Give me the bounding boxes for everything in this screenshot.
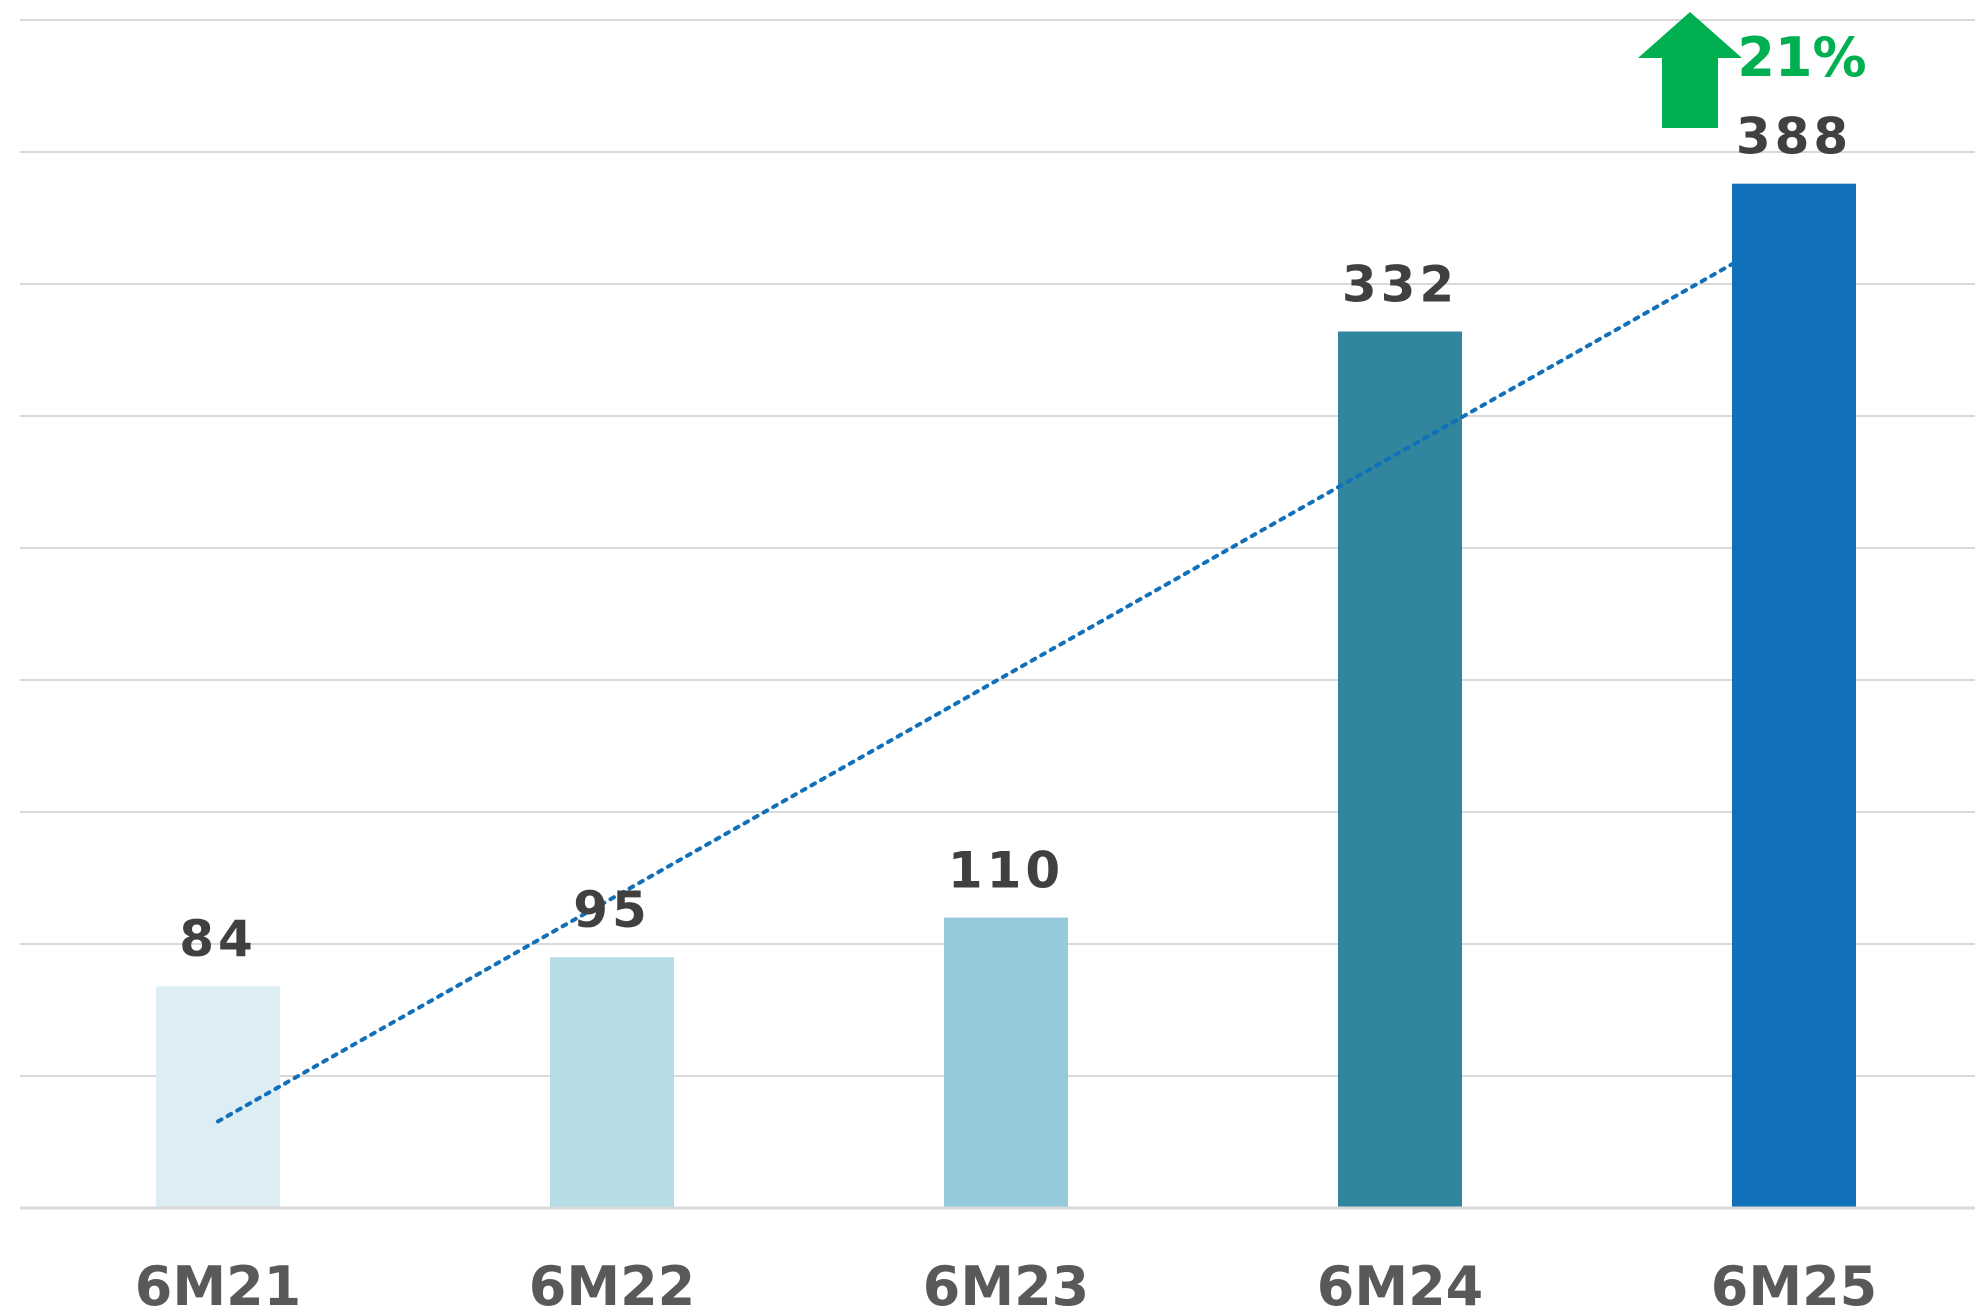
data-labels: 84 95 110 332 388 (179, 108, 1852, 969)
growth-annotation: 21% (1638, 12, 1867, 128)
data-label: 388 (1736, 108, 1852, 166)
category-label: 6M22 (529, 1255, 695, 1310)
category-label: 6M21 (135, 1255, 301, 1310)
bar-6M25 (1732, 183, 1856, 1209)
category-label: 6M23 (923, 1255, 1089, 1310)
up-arrow-icon (1638, 12, 1742, 128)
data-label: 110 (948, 842, 1064, 900)
bar-6M24 (1338, 331, 1462, 1208)
category-label: 6M24 (1317, 1255, 1483, 1310)
gridlines (20, 19, 1975, 1077)
bar-6M22 (550, 957, 674, 1208)
data-label: 332 (1342, 256, 1458, 314)
data-label: 95 (573, 881, 651, 939)
category-labels: 6M21 6M22 6M23 6M24 6M25 (135, 1255, 1877, 1310)
data-label: 84 (179, 910, 257, 968)
category-label: 6M25 (1711, 1255, 1877, 1310)
bar-6M23 (944, 917, 1068, 1208)
trendline (216, 227, 1796, 1124)
growth-label: 21% (1737, 26, 1866, 89)
bars (156, 183, 1856, 1209)
